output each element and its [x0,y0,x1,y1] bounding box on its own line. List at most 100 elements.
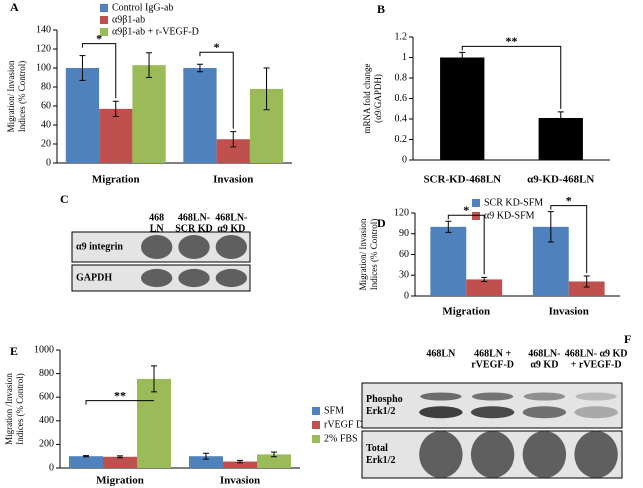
y-tick-label: 200 [39,439,54,450]
row-label: Erk1/2 [366,455,395,466]
panel-label: E [10,344,18,358]
bar [65,68,100,163]
row-label: GAPDH [76,272,112,283]
y-tick-label: 30 [399,270,409,281]
legend-swatch [100,28,108,36]
y-tick-label: 100 [36,62,51,73]
bar [189,456,223,468]
panel-label: D [377,216,386,230]
error-bar [196,63,203,73]
significance-label: ** [506,34,518,48]
y-tick-label: 80 [41,81,51,92]
band [419,406,463,419]
legend-swatch [312,407,320,415]
band [575,392,617,401]
significance-bracket [550,205,588,273]
legend-swatch [100,16,108,24]
lane-label: rVEGF-D [471,359,514,370]
significance-label: * [96,31,102,45]
bar [99,108,133,163]
x-tick-label: Migration [96,475,144,487]
error-bar [583,275,590,288]
panel-label: B [377,2,385,16]
error-bar [79,55,86,81]
error-bar [237,459,243,464]
legend-swatch [100,4,108,12]
legend-swatch [472,199,480,207]
error-bar [459,51,466,64]
y-tick-label: 40 [41,119,51,130]
y-tick-label: 0 [402,154,407,165]
lane-label: 468 [149,212,164,223]
legend-label: 2% FBS [324,433,358,444]
y-axis-label: Indices (% Control) [369,219,379,290]
y-tick-label: 800 [39,368,54,379]
row-label: Erk1/2 [366,406,395,417]
y-tick-label: 0.4 [395,113,408,124]
legend-label: α9β1-ab [112,14,145,25]
significance-label: ** [114,388,126,402]
significance-bracket [447,214,485,275]
band [178,268,210,288]
y-axis-label: Indices (% Control) [17,61,27,132]
lane-label: 468LN [426,348,456,359]
error-bar [83,455,89,458]
lane-label: α9 KD [217,223,245,234]
error-bar [151,365,157,393]
x-tick-label: SCR-KD-468LN [423,174,501,186]
x-tick-label: α9-KD-468LN [527,174,594,186]
y-tick-label: 0.8 [395,72,408,83]
bar [466,279,503,296]
error-bar [557,111,564,125]
band [574,406,618,419]
lane-label: SCR KD [175,223,213,234]
x-tick-label: Migration [442,306,490,318]
y-axis-label: mRNA fold change [362,64,372,134]
y-tick-label: 60 [399,249,409,260]
y-axis-label: Migration/ Invasion [6,60,16,132]
error-bar [146,52,153,78]
significance-label: * [463,203,469,217]
bar [223,461,257,468]
band [574,431,618,478]
band [522,406,567,419]
lane-label: 468LN- [528,348,560,359]
legend-label: rVEGF D [324,419,363,430]
significance-bracket [461,45,562,109]
y-tick-label: 20 [41,138,51,149]
significance-label: * [214,40,220,54]
band [470,431,515,478]
error-bar [263,67,270,111]
band [215,235,248,259]
bar [103,456,137,468]
y-tick-label: 400 [39,415,54,426]
significance-label: * [566,193,572,207]
y-tick-label: 1.2 [395,31,408,42]
x-tick-label: Invasion [213,174,253,186]
bar [568,281,605,296]
band [140,268,173,288]
x-tick-label: Invasion [220,475,260,487]
band [470,406,515,419]
bar [430,226,467,296]
error-bar [271,451,277,458]
y-tick-label: 120 [36,43,51,54]
band [215,268,248,288]
band [420,392,462,401]
x-tick-label: Invasion [549,306,589,318]
y-tick-label: 0.6 [395,93,408,104]
lane-label: 468LN- α9 KD [565,348,628,359]
legend-swatch [312,435,320,443]
lane-label: 468LN + [474,348,511,359]
lane-label: 468LN- [178,212,210,223]
panel-label: F [624,332,631,346]
legend-label: α9 KD-SFM [484,210,535,221]
y-tick-label: 140 [36,24,51,35]
error-bar [117,455,123,459]
y-axis-label: Migration/ Invasion [358,218,368,290]
bar [69,456,103,468]
legend-swatch [312,421,320,429]
error-bar [445,220,452,233]
legend-swatch [472,212,480,220]
